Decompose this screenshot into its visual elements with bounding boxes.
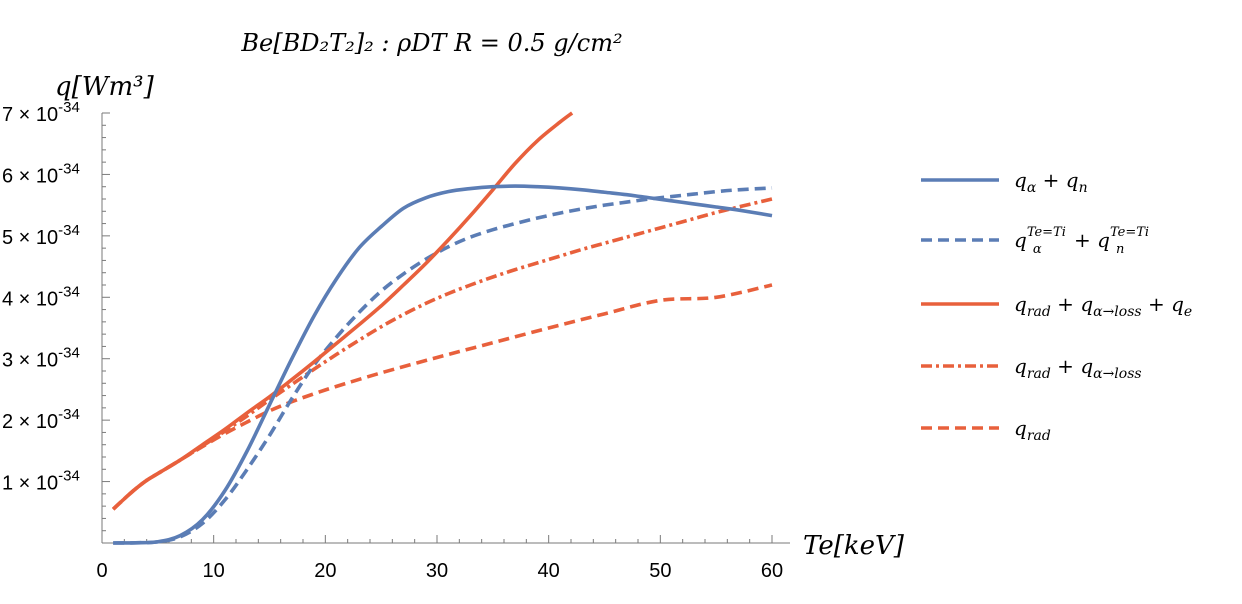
legend-label: qTe=Tiα​ + qTe=Tin​ bbox=[1014, 225, 1149, 257]
x-axis-label: Te[keV] bbox=[803, 531, 905, 561]
chart-title-text: Be[BD₂T₂]₂ : ρDT R = 0.5 g/cm² bbox=[240, 29, 622, 57]
legend-item: qTe=Tiα​ + qTe=Tin​ bbox=[921, 225, 1149, 257]
series-line-3 bbox=[111, 111, 574, 511]
y-tick-label: 4 × 10-34 bbox=[2, 283, 80, 310]
y-tick-label: 1 × 10-34 bbox=[2, 468, 80, 495]
x-tick-label: 0 bbox=[96, 560, 107, 582]
x-axis-ticks: 0 10 20 30 40 50 60 bbox=[96, 535, 783, 582]
legend-label: qrad​ + qα→loss​ bbox=[1014, 354, 1142, 382]
series-line-1 bbox=[113, 184, 773, 545]
axes bbox=[101, 113, 790, 544]
series-line-2 bbox=[113, 186, 773, 545]
chart-title: Be[BD₂T₂]₂ : ρDT R = 0.5 g/cm² bbox=[240, 29, 622, 57]
legend: qα​ + qn​ qTe=Tiα​ + qTe=Tin​ qrad​ + qα→l… bbox=[921, 168, 1192, 444]
x-tick-label: 50 bbox=[649, 560, 671, 582]
y-tick-label: 5 × 10-34 bbox=[2, 222, 80, 249]
x-axis-label-text: Te[keV] bbox=[803, 531, 905, 561]
y-tick-label: 6 × 10-34 bbox=[2, 160, 80, 187]
legend-label: qα​ + qn​ bbox=[1014, 168, 1088, 196]
legend-item: qrad​ bbox=[921, 416, 1051, 444]
series-layer bbox=[111, 111, 773, 545]
legend-item: qα​ + qn​ bbox=[921, 168, 1088, 196]
x-tick-label: 60 bbox=[761, 560, 783, 582]
y-axis-label: q[Wm³] bbox=[55, 72, 155, 102]
y-tick-label: 7 × 10-34 bbox=[2, 99, 80, 126]
legend-item: qrad​ + qα→loss​ + qe​ bbox=[921, 292, 1192, 320]
x-tick-label: 40 bbox=[538, 560, 560, 582]
legend-item: qrad​ + qα→loss​ bbox=[921, 354, 1142, 382]
x-tick-label: 30 bbox=[426, 560, 448, 582]
y-axis-label-text: q[Wm³] bbox=[55, 72, 155, 102]
y-axis-ticks: 1 × 10-34 2 × 10-34 3 × 10-34 4 × 10-34 5 × … bbox=[2, 99, 110, 532]
y-tick-label: 3 × 10-34 bbox=[2, 345, 80, 372]
legend-label: qrad​ bbox=[1014, 416, 1051, 444]
x-tick-label: 10 bbox=[203, 560, 225, 582]
legend-label: qrad​ + qα→loss​ + qe​ bbox=[1014, 292, 1192, 320]
x-tick-label: 20 bbox=[314, 560, 336, 582]
series-line-4 bbox=[111, 197, 773, 511]
series-line-5 bbox=[111, 283, 773, 511]
y-tick-label: 2 × 10-34 bbox=[2, 406, 80, 433]
